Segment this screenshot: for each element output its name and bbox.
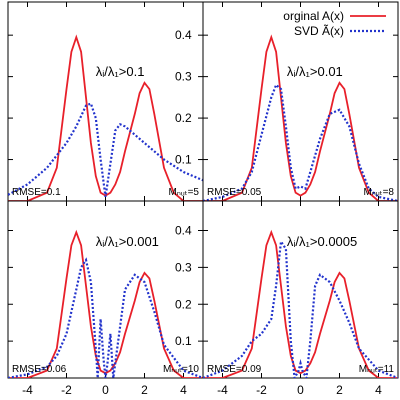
panel-condition: λᵢ/λ₁>0.01 [287,64,343,79]
series-svd [8,102,203,198]
x-tick-label: 4 [180,383,187,397]
panel-2: 0.4 0.3 0.2 0.1 λᵢ/λ₁>0.01 RMSE=0.05 Mₙᵤₜ=8 [175,1,399,202]
legend-label: orginal A(x) [283,9,344,23]
series-svd [203,238,398,378]
x-tick-label: -4 [22,383,33,397]
panel-frame [7,1,204,202]
x-tick-label: 0 [297,383,304,397]
legend-label: SVD Ã(x) [294,24,344,38]
x-tick-label: -2 [61,383,72,397]
panel-mcut: Mₙᵤₜ=8 [364,187,395,198]
y-tick-label: 0.3 [175,70,192,84]
panel-3: λᵢ/λ₁>0.001 RMSE=0.06 Mₙᵤₜ=10 -4 -2 0 2 4 [7,200,204,397]
panel-mcut: Mₙᵤₜ=10 [163,364,199,375]
series-original [203,229,398,378]
panel-condition: λᵢ/λ₁>0.0005 [287,234,357,249]
y-tick-label: 0.2 [175,297,192,311]
y-tick-label: 0.2 [175,111,192,125]
panel-mcut: Mₙᵤₜ=11 [359,364,395,375]
y-tick-label: 0.1 [175,334,192,348]
panel-rmse: RMSE=0.05 [207,187,262,198]
panel-condition: λᵢ/λ₁>0.001 [96,234,159,249]
panel-4: 0.4 0.3 0.2 0.1 λᵢ/λ₁>0.0005 RMSE=0.09 Mₙᵤₜ=11… [175,200,399,397]
panel-condition: λᵢ/λ₁>0.1 [96,64,145,79]
panel-rmse: RMSE=0.06 [12,364,67,375]
x-tick-label: 0 [102,383,109,397]
panel-rmse: RMSE=0.09 [207,364,262,375]
y-tick-label: 0.4 [175,28,192,42]
x-tick-label: 4 [375,383,382,397]
x-tick-label: 2 [336,383,343,397]
panel-frame [202,200,399,379]
y-tick-label: 0.3 [175,260,192,274]
panel-rmse: RMSE=0.1 [12,187,61,198]
panel-frame [7,200,204,379]
series-svd [203,83,398,201]
x-tick-label: -4 [217,383,228,397]
y-tick-label: 0.4 [175,224,192,238]
x-tick-label: 2 [141,383,148,397]
series-original [203,34,398,201]
y-tick-label: 0.1 [175,153,192,167]
series-original [8,229,203,378]
series-svd [8,257,203,378]
legend: orginal A(x)SVD Ã(x) [283,9,386,38]
series-original [8,34,203,201]
x-tick-label: -2 [256,383,267,397]
panel-mcut: Mₙᵤₜ=5 [169,187,200,198]
panel-1: λᵢ/λ₁>0.1 RMSE=0.1 Mₙᵤₜ=5 [7,1,204,202]
